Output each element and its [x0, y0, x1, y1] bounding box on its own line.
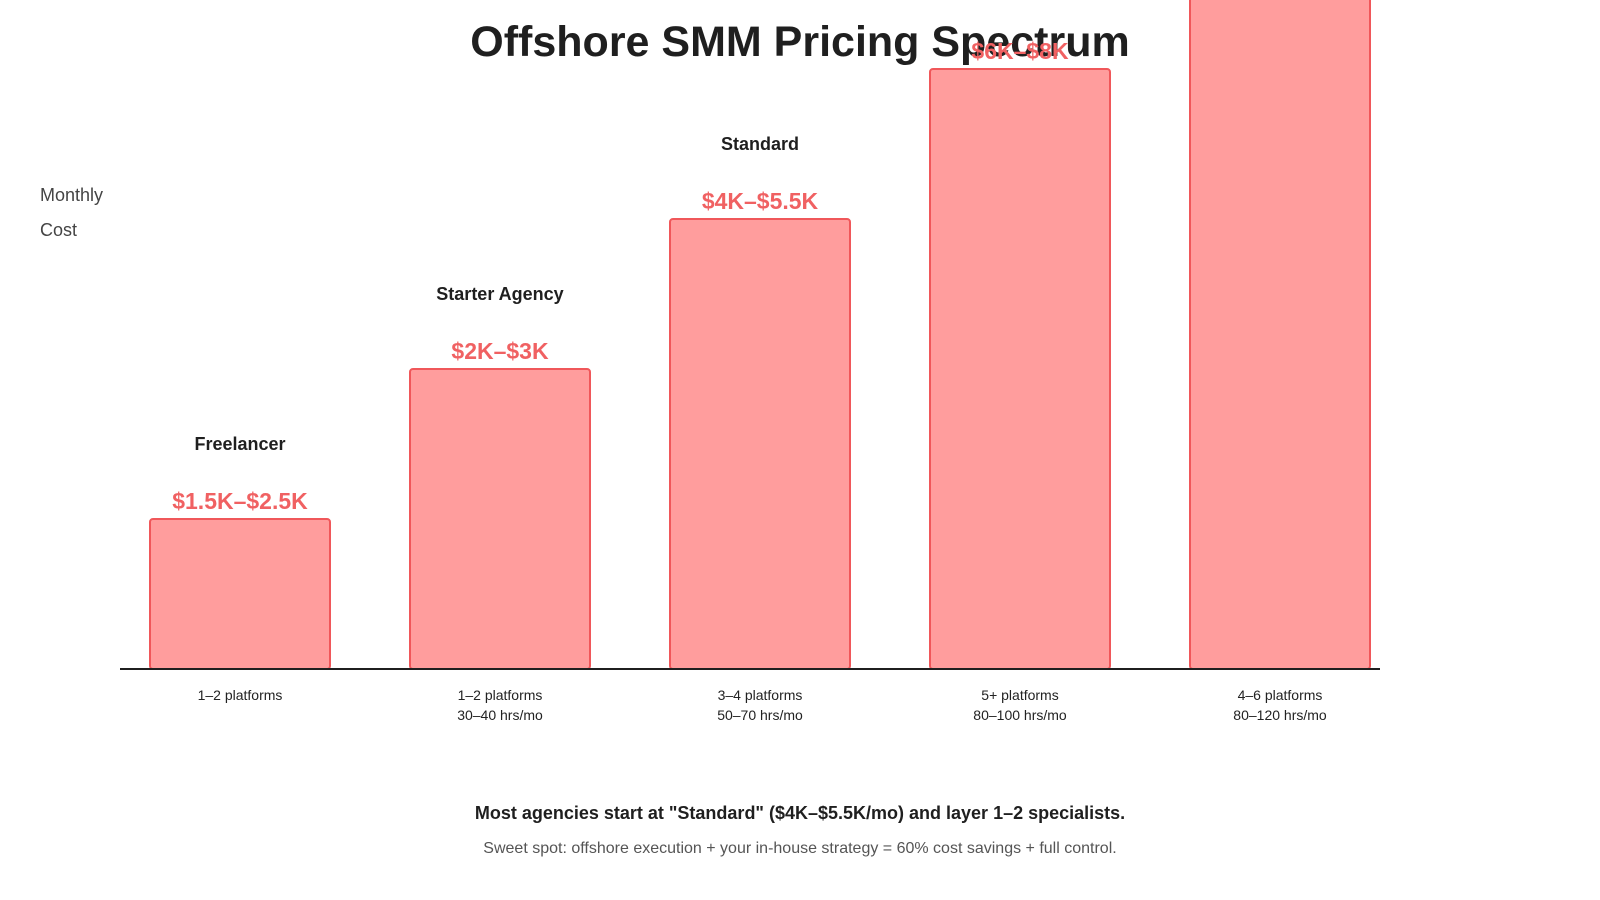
bar-1	[149, 518, 331, 670]
detail-label-1-1: 1–2 platforms	[198, 687, 283, 703]
tier-label-2: Starter Agency	[436, 284, 563, 304]
tier-label-4: Premium	[981, 0, 1058, 4]
detail-label-5-1: 4–6 platforms	[1238, 687, 1323, 703]
y-axis-label-line-1: Monthly	[40, 185, 104, 205]
value-label-4: $6K–$8K	[971, 38, 1069, 64]
detail-label-3-2: 50–70 hrs/mo	[717, 707, 803, 723]
bar-3	[669, 218, 851, 670]
detail-label-4-2: 80–100 hrs/mo	[973, 707, 1067, 723]
value-label-3: $4K–$5.5K	[702, 188, 819, 214]
chart-title: Offshore SMM Pricing Spectrum	[470, 18, 1130, 66]
footer-subtext: Sweet spot: offshore execution + your in…	[483, 840, 1117, 857]
detail-label-4-1: 5+ platforms	[981, 687, 1058, 703]
bar-2	[409, 368, 591, 670]
detail-label-2-1: 1–2 platforms	[458, 687, 543, 703]
tier-label-1: Freelancer	[194, 434, 285, 454]
bar-4	[929, 68, 1111, 670]
y-axis-label-line-2: Cost	[40, 220, 78, 240]
bar-5	[1189, 0, 1371, 670]
detail-label-5-2: 80–120 hrs/mo	[1233, 707, 1327, 723]
tier-label-3: Standard	[721, 134, 799, 154]
footer-headline: Most agencies start at "Standard" ($4K–$…	[474, 803, 1126, 823]
value-label-1: $1.5K–$2.5K	[172, 488, 308, 514]
detail-label-3-1: 3–4 platforms	[718, 687, 803, 703]
y-axis-label: Monthly Cost	[40, 178, 103, 248]
detail-label-2-2: 30–40 hrs/mo	[457, 707, 543, 723]
value-label-2: $2K–$3K	[451, 338, 549, 364]
